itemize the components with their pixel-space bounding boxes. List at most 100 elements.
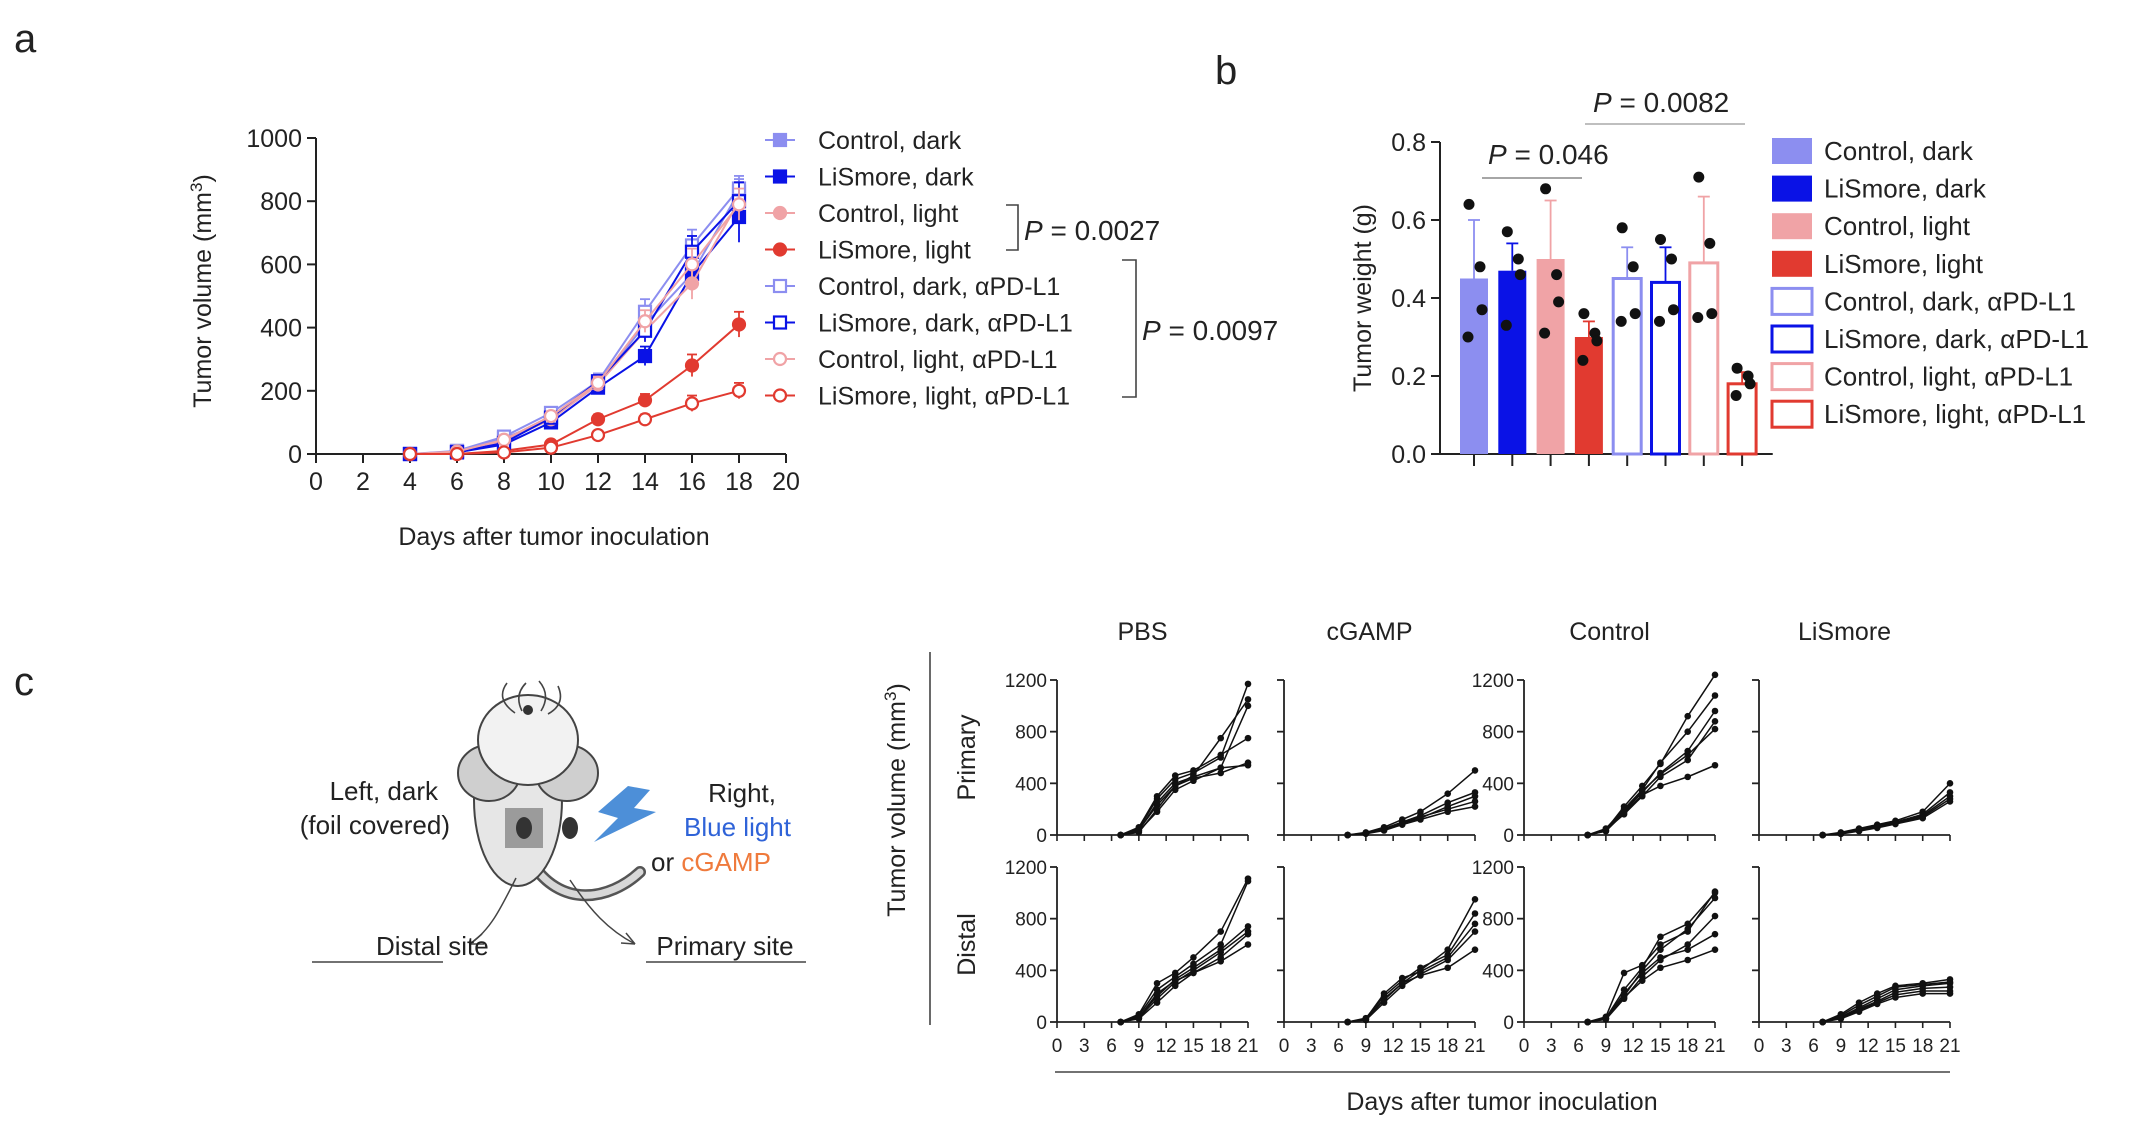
primary-arrow <box>569 879 636 945</box>
panel-b-legend-label: LiSmore, dark, αPD-L1 <box>1824 324 2089 354</box>
panel-c-data-point <box>1584 1018 1591 1026</box>
panel-c-mouse-line <box>1117 877 1252 1026</box>
panel-c-data-point <box>1362 830 1370 838</box>
panel-c-x-tick-label: 18 <box>1437 1036 1458 1057</box>
panel-c-line-path <box>1120 943 1249 1023</box>
panel-a-legend: Control, dark LiSmore, dark Control, light… <box>765 127 1073 411</box>
panel-a-pvalue-1-p: P <box>1024 215 1043 246</box>
panel-b-legend-swatch <box>1770 324 1814 354</box>
panel-b-legend-label: LiSmore, light <box>1824 249 1984 279</box>
panel-b-legend-label: Control, dark, αPD-L1 <box>1824 286 2076 316</box>
panel-c-data-point <box>1471 946 1479 953</box>
panel-a-data-point <box>449 446 465 462</box>
panel-c-x-tick-label: 15 <box>1885 1036 1906 1057</box>
panel-c-data-point <box>1620 994 1628 1001</box>
panel-a-legend-label: LiSmore, dark <box>818 164 974 192</box>
panel-c-mouse-line <box>1117 761 1252 839</box>
panel-c-data-point <box>1711 707 1719 715</box>
panel-c-line-path <box>1120 683 1249 836</box>
panel-c-column-title: Control <box>1569 618 1650 646</box>
panel-a-x-tick-label: 8 <box>497 468 511 496</box>
panel-c-data-point <box>1444 956 1452 964</box>
panel-b-y-tick-label: 0.8 <box>1391 129 1426 157</box>
panel-b-axes: 0.0 0.2 0.4 0.6 0.8 <box>1391 129 1773 469</box>
panel-a-data-point <box>731 317 747 332</box>
panel-c-data-point <box>1444 790 1452 797</box>
panel-c-data-point <box>1657 954 1664 961</box>
primary-arrow-head <box>620 932 636 945</box>
panel-a-legend-label: Control, dark, αPD-L1 <box>818 273 1060 301</box>
panel-b-legend-swatch <box>1772 138 1812 164</box>
panel-c-data-point <box>1711 946 1719 953</box>
panel-c-data-point <box>1919 814 1927 822</box>
panel-c-data-point <box>1153 990 1161 997</box>
panel-c-y-tick-label: 0 <box>1503 1013 1514 1034</box>
panel-a-legend-marker <box>772 278 788 294</box>
panel-a-x-tick-label: 6 <box>450 468 464 496</box>
panel-c-x-tick-label: 12 <box>1383 1036 1404 1057</box>
panel-label-b: b <box>1215 49 1237 93</box>
panel-a-y-tick-label: 400 <box>260 315 302 343</box>
panel-a-pvalue-2: P = 0.0097 <box>1142 315 1278 346</box>
panel-c-data-point <box>1657 964 1664 972</box>
panel-a-data-point <box>731 383 747 398</box>
panel-b-data-point <box>1706 308 1718 320</box>
mouse-schematic: Left, dark (foil covered) Right, Blue li… <box>300 680 806 963</box>
panel-b-data-point <box>1655 234 1666 245</box>
panel-c-data-point <box>1190 954 1197 961</box>
panel-b-data-point <box>1474 261 1486 273</box>
panel-b-data-point <box>1692 312 1704 323</box>
panel-a-legend-marker <box>772 205 788 221</box>
panel-c-y-tick-label: 0 <box>1036 1013 1047 1034</box>
panel-c-mouse-line <box>1584 894 1719 1026</box>
panel-c-subplot: 0 3 6 9 12 15 18 21 <box>1277 866 1486 1057</box>
panel-b-legend-swatch <box>1772 213 1812 240</box>
panel-c-data-point <box>1837 830 1845 838</box>
panel-c-data-point <box>1620 969 1628 977</box>
panel-c-mouse-line <box>1584 912 1719 1026</box>
panel-c-data-point <box>1135 1015 1143 1023</box>
panel-b-data-point <box>1578 308 1590 320</box>
panel-b-data-point <box>1553 296 1565 308</box>
panel-c-x-tick-label: 21 <box>1939 1036 1960 1057</box>
panel-c-data-point <box>1638 969 1646 977</box>
panel-a-bracket-antipdl1 <box>1122 259 1137 398</box>
panel-a-legend-label: LiSmore, dark, αPD-L1 <box>818 310 1073 338</box>
panel-c-x-tick-label: 6 <box>1106 1036 1117 1057</box>
panel-c-ylabel-sup: 3 <box>881 692 900 701</box>
panel-b-bar <box>1536 259 1565 454</box>
panel-b-bar-group <box>1460 198 1488 466</box>
panel-b-bar <box>1611 277 1643 456</box>
panel-a-data-point <box>637 348 653 364</box>
panel-c-data-point <box>1684 773 1692 781</box>
panel-c-data-point <box>1171 772 1179 779</box>
panel-c-line-path <box>1120 925 1249 1023</box>
mouse-head <box>477 694 579 786</box>
panel-c-data-point <box>1638 791 1646 799</box>
panel-b-data-point <box>1591 335 1603 347</box>
panel-a-legend-marker <box>772 132 788 148</box>
panel-c-data-point <box>1153 805 1161 813</box>
panel-c-column-title: PBS <box>1117 618 1167 646</box>
panel-b-y-tick-label: 0.6 <box>1391 207 1426 235</box>
panel-c-mouse-line <box>1344 803 1479 839</box>
panel-b-data-point <box>1463 198 1475 210</box>
foil-covered-label: (foil covered) <box>300 810 450 840</box>
panel-a-ylabel-close: ) <box>189 174 217 182</box>
panel-a-x-tick-label: 10 <box>537 468 565 496</box>
panel-c-data-point <box>1471 803 1479 810</box>
panel-a-data-point <box>684 358 700 373</box>
panel-c-data-point <box>1711 930 1719 938</box>
panel-c-mouse-line <box>1819 798 1954 839</box>
panel-c-y-tick-label: 800 <box>1482 910 1514 931</box>
panel-c-data-point <box>1711 761 1719 769</box>
panel-a-data-point <box>590 427 606 443</box>
panel-c-data-point <box>1217 764 1225 772</box>
panel-a-data-point <box>543 408 559 424</box>
panel-b-data-point <box>1668 304 1679 316</box>
panel-a-data-point <box>590 412 606 427</box>
panel-c-y-tick-label: 800 <box>1482 723 1514 744</box>
panel-c-column-title: cGAMP <box>1326 618 1412 646</box>
